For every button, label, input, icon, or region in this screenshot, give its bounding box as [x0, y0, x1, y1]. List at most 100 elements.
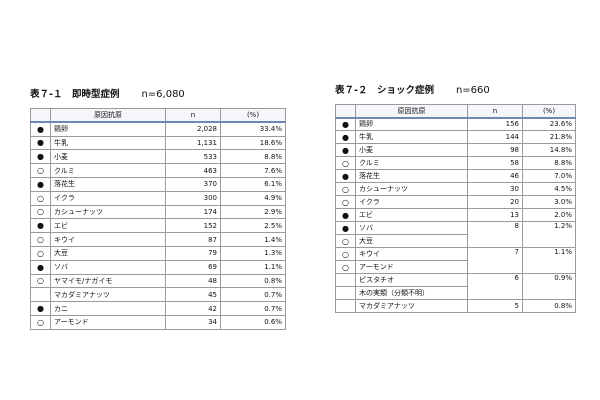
percent-cell: 33.4%	[220, 121, 286, 137]
marker-cell: ●	[335, 221, 356, 235]
allergen-cell: 鶏卵	[50, 121, 166, 137]
percent-cell: 21.8%	[522, 130, 576, 144]
percent-cell: 1.3%	[220, 245, 286, 261]
table-block: 表７-２ ショック症例 n=660 原因抗原 n (%) ● 鶏卵 156 23.6% ● 牛乳 14…	[335, 84, 576, 313]
header-cell: 原因抗原	[50, 108, 166, 124]
table-row: ○ クルミ 463 7.6%	[30, 163, 286, 178]
marker-cell: ○	[335, 247, 356, 261]
count-cell: 156	[467, 117, 523, 131]
header-row: 原因抗原 n (%)	[335, 104, 576, 119]
percent-cell: 0.7%	[220, 301, 286, 316]
table-row: ● 落花生 370 6.1%	[30, 176, 286, 192]
count-cell: 13	[467, 208, 523, 222]
table-row: ● 小麦 533 8.8%	[30, 149, 286, 165]
percent-cell: 7.0%	[522, 169, 576, 183]
percent-cell: 2.9%	[220, 204, 286, 220]
count-cell: 45	[165, 287, 221, 303]
table-row: ○ ヤマイモ/ナガイモ 48 0.8%	[30, 273, 286, 289]
count-cell: 58	[467, 156, 523, 170]
allergen-cell: ヤマイモ/ナガイモ	[50, 273, 166, 289]
header-cell: n	[467, 104, 523, 119]
marker-cell: ●	[30, 259, 51, 275]
count-cell: 300	[165, 190, 221, 206]
marker-cell: ●	[335, 169, 356, 183]
table-row: ● 落花生 46 7.0%	[335, 169, 576, 183]
count-cell: 174	[165, 204, 221, 220]
table-row: ○ イクラ 300 4.9%	[30, 190, 286, 206]
marker-cell: ○	[30, 204, 51, 220]
table-title: 表７-２ ショック症例 n=660	[335, 84, 576, 98]
percent-cell: 2.5%	[220, 218, 286, 234]
count-cell: 144	[467, 130, 523, 144]
allergen-cell: 小麦	[50, 149, 166, 165]
count-cell: 8	[467, 221, 523, 248]
sample-size: n=660	[455, 85, 490, 96]
table-block: 表７-１ 即時型症例 n=6,080 原因抗原 n (%) ● 鶏卵 2,028 33.4% ● 牛…	[30, 88, 286, 330]
allergen-cell: カシューナッツ	[355, 182, 468, 196]
table-row: ● 鶏卵 156 23.6%	[335, 117, 576, 131]
marker-cell: ○	[335, 195, 356, 209]
count-cell: 20	[467, 195, 523, 209]
count-cell: 79	[165, 245, 221, 261]
allergen-cell: クルミ	[355, 156, 468, 170]
table-row: ● エビ 13 2.0%	[335, 208, 576, 222]
data-table: 原因抗原 n (%) ● 鶏卵 156 23.6% ● 牛乳 144 21.8% ● 小麦 98 14.8%…	[335, 104, 576, 313]
table-row: ● 鶏卵 2,028 33.4%	[30, 121, 286, 137]
table-row: ○ アーモンド	[335, 260, 576, 274]
marker-cell: ●	[30, 176, 51, 192]
percent-cell: 0.7%	[220, 287, 286, 303]
marker-cell: ●	[30, 301, 51, 316]
allergen-cell: 落花生	[50, 176, 166, 192]
title-text: 表７-２ ショック症例	[335, 85, 434, 96]
percent-cell: 1.1%	[220, 259, 286, 275]
data-table: 原因抗原 n (%) ● 鶏卵 2,028 33.4% ● 牛乳 1,131 18.6% ● 小麦 533…	[30, 108, 286, 330]
percent-cell: 0.8%	[220, 273, 286, 289]
count-cell: 87	[165, 232, 221, 247]
header-cell	[335, 104, 356, 119]
allergen-cell: エビ	[355, 208, 468, 222]
marker-cell: ●	[335, 143, 356, 157]
table-row: ○ カシューナッツ 30 4.5%	[335, 182, 576, 196]
table-row: ○ キウイ 87 1.4%	[30, 232, 286, 247]
marker-cell: ○	[335, 156, 356, 170]
marker-cell	[335, 273, 356, 287]
allergen-cell: キウイ	[355, 247, 468, 261]
header-cell	[30, 108, 51, 124]
percent-cell: 2.0%	[522, 208, 576, 222]
marker-cell: ○	[30, 232, 51, 247]
percent-cell: 6.1%	[220, 176, 286, 192]
table-row: ● ソバ 8 1.2%	[335, 221, 576, 248]
header-cell: n	[165, 108, 221, 124]
percent-cell: 23.6%	[522, 117, 576, 131]
allergen-cell: アーモンド	[355, 260, 468, 274]
allergen-cell: 落花生	[355, 169, 468, 183]
allergen-cell: カシューナッツ	[50, 204, 166, 220]
header-cell: 原因抗原	[355, 104, 468, 119]
marker-cell	[30, 287, 51, 303]
marker-cell: ○	[335, 260, 356, 274]
count-cell: 46	[467, 169, 523, 183]
percent-cell: 4.9%	[220, 190, 286, 206]
count-cell: 370	[165, 176, 221, 192]
allergen-cell: 小麦	[355, 143, 468, 157]
title-text: 表７-１ 即時型症例	[30, 89, 120, 100]
percent-cell: 8.8%	[220, 149, 286, 165]
allergen-cell: マカダミアナッツ	[50, 287, 166, 303]
allergen-cell: クルミ	[50, 163, 166, 178]
allergen-cell: アーモンド	[50, 314, 166, 330]
count-cell: 463	[165, 163, 221, 178]
table-row: ● カニ 42 0.7%	[30, 301, 286, 316]
marker-cell: ●	[30, 121, 51, 137]
header-cell: (%)	[522, 104, 576, 119]
marker-cell: ●	[335, 117, 356, 131]
count-cell: 533	[165, 149, 221, 165]
percent-cell: 18.6%	[220, 135, 286, 151]
table-row: ○ キウイ 7 1.1%	[335, 247, 576, 274]
count-cell: 5	[467, 299, 523, 313]
percent-cell: 8.8%	[522, 156, 576, 170]
count-cell: 48	[165, 273, 221, 289]
marker-cell: ●	[335, 130, 356, 144]
allergen-cell: カニ	[50, 301, 166, 316]
allergen-cell: ソバ	[355, 221, 468, 235]
